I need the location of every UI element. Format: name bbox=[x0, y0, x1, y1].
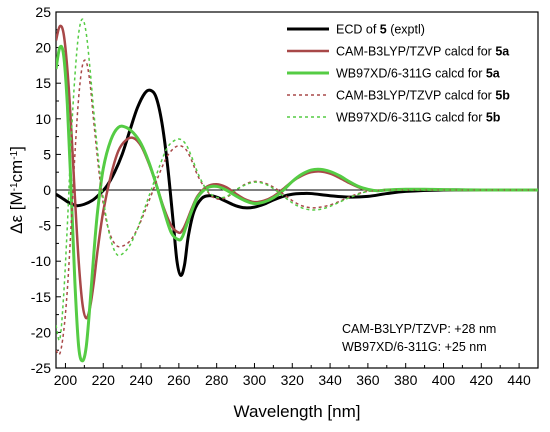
y-tick-label: 0 bbox=[43, 182, 51, 198]
x-axis-label: Wavelength [nm] bbox=[234, 402, 361, 421]
x-tick-label: 240 bbox=[129, 372, 153, 388]
y-tick-label: -5 bbox=[39, 218, 52, 234]
y-tick-label: -15 bbox=[31, 289, 51, 305]
y-tick-label: 25 bbox=[35, 4, 51, 20]
legend-label-1: ECD of 5 (exptl) bbox=[336, 23, 425, 37]
x-tick-label: 300 bbox=[243, 372, 267, 388]
y-tick-label: -20 bbox=[31, 324, 51, 340]
y-tick-label: -10 bbox=[31, 253, 51, 269]
legend: ECD of 5 (exptl) CAM-B3LYP/TZVP calcd for… bbox=[287, 23, 510, 125]
y-label-end: ] bbox=[7, 146, 26, 151]
x-axis-ticks: 200 220 240 260 280 300 320 340 360 380 400 420 440 bbox=[54, 363, 531, 388]
y-label-sup2: -1 bbox=[9, 150, 20, 159]
x-tick-label: 220 bbox=[92, 372, 116, 388]
y-axis-label: Δε [M-1cm-1] bbox=[7, 146, 26, 234]
legend-label-2: CAM-B3LYP/TZVP calcd for 5a bbox=[336, 45, 510, 59]
legend-label-4: CAM-B3LYP/TZVP calcd for 5b bbox=[336, 89, 510, 103]
y-tick-label: 15 bbox=[35, 75, 51, 91]
legend-label-3: WB97XD/6-311G calcd for 5a bbox=[336, 67, 501, 81]
x-tick-label: 260 bbox=[167, 372, 191, 388]
x-tick-label: 280 bbox=[205, 372, 229, 388]
annotation-2: WB97XD/6-311G: +25 nm bbox=[342, 340, 487, 354]
y-axis-ticks: -25 -20 -15 -10 -5 0 5 10 15 20 25 bbox=[31, 4, 61, 376]
x-tick-label: 340 bbox=[318, 372, 342, 388]
x-tick-label: 400 bbox=[432, 372, 456, 388]
annotations: CAM-B3LYP/TZVP: +28 nm WB97XD/6-311G: +25… bbox=[342, 322, 496, 354]
series-line-4 bbox=[56, 59, 538, 356]
y-label-sup1: -1 bbox=[9, 182, 20, 191]
y-tick-label: -25 bbox=[31, 360, 51, 376]
series-line-3 bbox=[56, 44, 538, 363]
x-tick-label: 420 bbox=[470, 372, 494, 388]
y-tick-label: 10 bbox=[35, 111, 51, 127]
x-tick-label: 380 bbox=[394, 372, 418, 388]
y-tick-label: 5 bbox=[43, 146, 51, 162]
x-tick-label: 440 bbox=[507, 372, 531, 388]
legend-label-5: WB97XD/6-311G calcd for 5b bbox=[336, 111, 501, 125]
series-layer bbox=[56, 18, 538, 363]
y-label-mid: cm bbox=[7, 160, 26, 183]
x-tick-label: 200 bbox=[54, 372, 78, 388]
y-tick-label: 20 bbox=[35, 40, 51, 56]
x-tick-label: 320 bbox=[281, 372, 305, 388]
annotation-1: CAM-B3LYP/TZVP: +28 nm bbox=[342, 322, 496, 336]
x-tick-label: 360 bbox=[356, 372, 380, 388]
y-label-main: Δε [M bbox=[7, 191, 26, 234]
